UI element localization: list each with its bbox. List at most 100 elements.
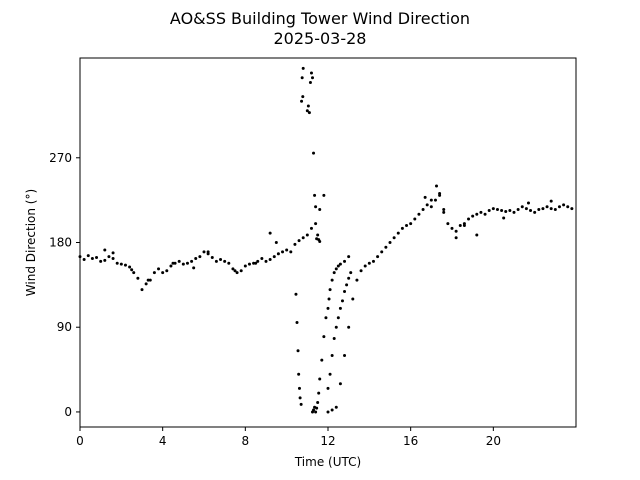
data-point [316,401,320,405]
y-tick-label: 0 [64,405,72,419]
x-tick-label: 12 [320,434,335,448]
data-point [512,210,516,214]
data-point [541,207,545,211]
data-point [471,214,475,218]
data-point [305,109,309,113]
data-point [173,261,177,265]
data-point [306,104,310,108]
data-point [549,207,553,211]
data-point [130,268,134,272]
data-point [537,208,541,212]
data-points [78,66,574,414]
data-point [338,262,342,266]
data-point [297,239,301,243]
data-point [475,233,479,237]
data-point [206,250,210,254]
data-point [316,233,320,237]
data-point [336,316,340,320]
data-point [132,271,136,275]
data-point [254,261,258,265]
data-point [314,222,318,226]
data-point [533,210,537,214]
data-point [454,236,458,240]
data-point [529,208,533,212]
data-point [165,269,169,273]
data-point [115,261,119,265]
data-point [119,262,123,266]
data-point [421,208,425,212]
data-point [351,297,355,301]
data-point [545,205,549,209]
data-point [103,248,107,252]
data-point [425,203,429,207]
data-point [285,248,289,252]
data-point [313,193,317,197]
data-point [311,76,314,80]
x-axis-ticks: 0 4 8 12 16 20 [76,427,501,448]
data-point [549,199,553,203]
data-point [223,259,227,263]
data-point [371,259,375,263]
y-tick-label: 90 [57,320,72,334]
data-point [161,271,165,275]
data-point [334,405,338,409]
data-point [566,205,570,209]
data-point [252,261,256,265]
data-point [336,264,340,268]
data-point [123,263,127,267]
data-point [305,233,309,237]
data-point [314,410,318,414]
data-point [307,111,311,115]
data-point [332,337,336,341]
data-point [409,222,413,226]
data-point [405,224,409,228]
data-point [557,205,561,209]
data-point [433,198,437,202]
data-point [107,255,111,259]
data-point [340,299,344,303]
x-tick-label: 0 [76,434,84,448]
data-point [144,282,148,286]
data-point [562,203,566,207]
data-point [318,240,322,244]
data-point [148,278,152,282]
data-point [99,259,103,263]
data-point [520,205,524,209]
data-point [330,408,334,412]
x-tick-label: 20 [486,434,501,448]
data-point [235,271,239,275]
data-point [136,276,140,280]
data-point [334,325,338,329]
data-point [345,283,349,287]
data-point [90,257,94,260]
data-point [326,410,330,414]
data-point [570,207,574,211]
data-point [86,254,90,258]
data-point [239,269,243,273]
data-point [502,216,506,220]
data-point [243,264,247,268]
data-point [508,208,512,212]
data-point [256,259,260,263]
data-point [338,306,342,310]
data-point [483,212,487,216]
data-point [322,193,326,197]
data-point [504,209,508,213]
data-point [128,265,132,269]
data-point [268,257,272,261]
data-point [330,278,334,282]
data-point [327,297,331,301]
data-point [309,71,313,75]
data-point [318,377,322,381]
data-point [309,226,313,230]
data-point [400,226,404,230]
chart-title: AO&SS Building Tower Wind Direction [170,9,470,28]
data-point [177,259,181,263]
data-point [140,288,144,292]
data-point [322,335,326,339]
data-point [289,250,293,254]
data-point [260,257,264,260]
data-point [553,208,557,212]
data-point [343,353,347,357]
data-point [380,250,384,254]
